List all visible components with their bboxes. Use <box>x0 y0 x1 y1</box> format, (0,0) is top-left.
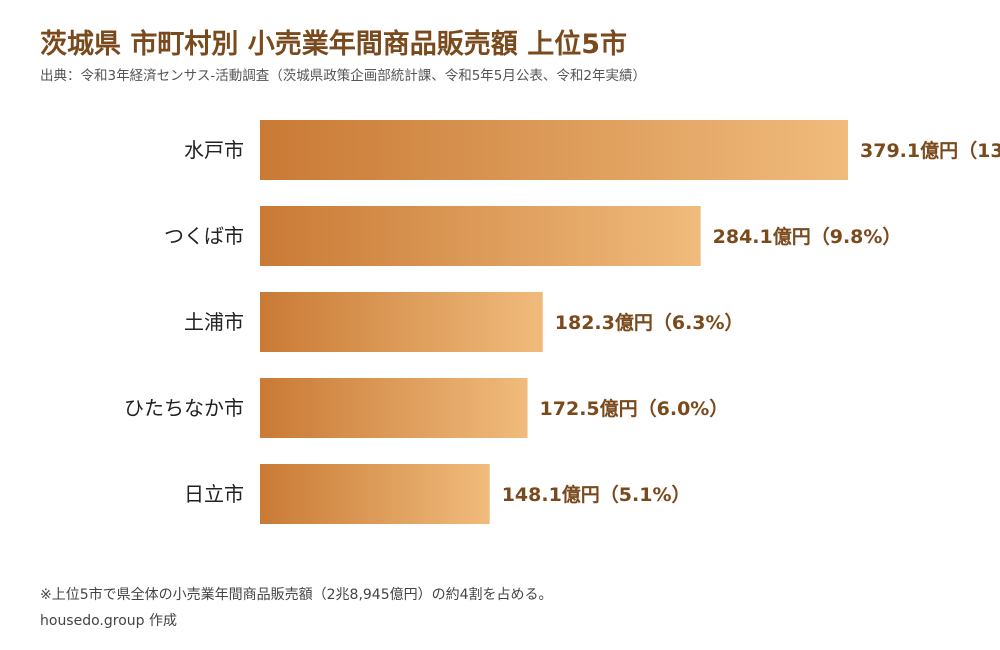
bar <box>260 206 701 266</box>
value-label: 182.3億円（6.3%） <box>555 311 744 334</box>
chart-source: 出典：令和3年経済センサス-活動調査（茨城県政策企画部統計課、令和5年5月公表、… <box>40 68 646 84</box>
bar <box>260 292 543 352</box>
bar <box>260 464 490 524</box>
category-label: 日立市 <box>184 482 244 506</box>
value-label: 172.5億円（6.0%） <box>540 397 729 420</box>
value-label: 148.1億円（5.1%） <box>502 483 691 506</box>
bars-group: 水戸市 379.1億円（13.1%） つくば市 284.1億円（9.8%） 土浦市 182… <box>124 120 1000 524</box>
credit: housedo.group 作成 <box>40 613 177 629</box>
footnote: ※上位5市で県全体の小売業年間商品販売額（2兆8,945億円）の約4割を占める。 <box>40 587 553 603</box>
bar <box>260 120 848 180</box>
category-label: 土浦市 <box>184 310 244 334</box>
category-label: 水戸市 <box>184 138 244 162</box>
value-label: 284.1億円（9.8%） <box>713 225 902 248</box>
category-label: ひたちなか市 <box>124 396 244 420</box>
category-label: つくば市 <box>164 224 244 248</box>
bar <box>260 378 528 438</box>
chart-title: 茨城県 市町村別 小売業年間商品販売額 上位5市 <box>40 29 627 60</box>
value-label: 379.1億円（13.1%） <box>860 139 1000 162</box>
